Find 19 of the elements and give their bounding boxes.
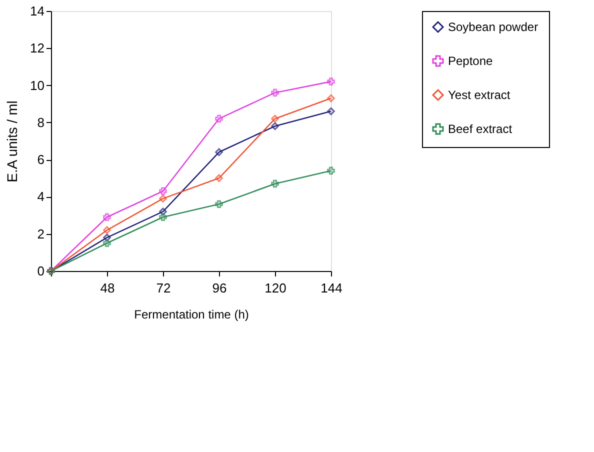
y-tick-label: 10 (30, 78, 44, 93)
x-tick-label: 120 (264, 280, 286, 296)
x-axis-title: Fermentation time (h) (134, 308, 249, 322)
y-tick-label: 4 (37, 189, 44, 204)
y-tick-label: 14 (30, 4, 44, 18)
y-tick-label: 2 (37, 226, 44, 242)
legend-label: Beef extract (448, 122, 513, 136)
legend-label: Yest extract (448, 88, 511, 102)
legend-label: Peptone (448, 54, 494, 68)
y-tick-label: 0 (37, 264, 44, 278)
y-tick-label: 6 (37, 152, 44, 168)
x-tick-label: 72 (156, 280, 171, 296)
y-tick-label: 8 (37, 114, 44, 130)
y-tick-label: 12 (30, 40, 44, 56)
x-tick-label: 48 (100, 280, 115, 296)
x-tick-label: 144 (320, 280, 342, 296)
legend-label: Soybean powder (448, 20, 538, 34)
y-axis-title: E.A units / ml (4, 100, 20, 182)
x-tick-label: 96 (212, 280, 227, 296)
